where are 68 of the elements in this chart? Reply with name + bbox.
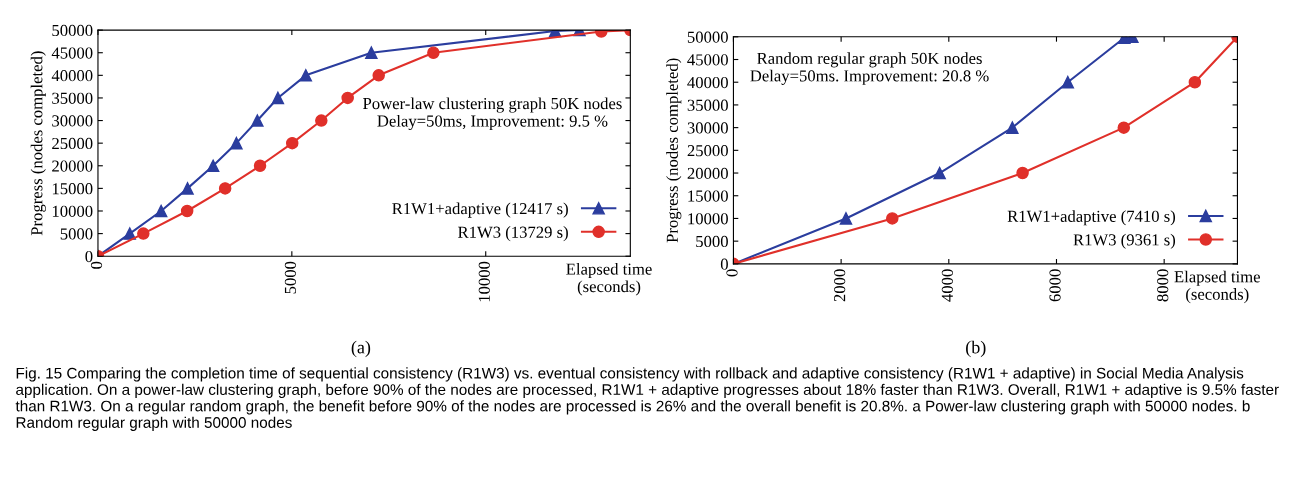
legend-label: R1W1+adaptive (7410 s)	[1007, 210, 1176, 226]
annotation: Power-law clustering graph 50K nodes Delay=50ms, Improvement: 9.5 %	[363, 97, 622, 131]
point	[933, 166, 946, 180]
x-tick-label: 6000	[1049, 269, 1061, 302]
y-tick-label: 15000	[688, 190, 728, 202]
y-tick-label: 40000	[51, 70, 93, 82]
point	[372, 69, 385, 82]
point	[886, 212, 899, 225]
point	[218, 182, 232, 195]
point	[251, 114, 264, 127]
y-tick-label: 45000	[687, 54, 728, 66]
caption: Fig. 15 Comparing the completion time of sequential consistency (R1W3) vs. eventual consistency with rollback and adaptive consistency (R1W1 + adaptive) in Social Media Analysis application. On a power-law clustering graph, before 90% of the nodes are processed, R1W1 + adaptive progresses about 18% faster than R1W3. Overall, R1W1 + adaptive is 9.5% faster than R1W3. On a regular random graph, the benefit before 90% of the nodes are processed is 26% and the overall benefit is 20.8%. a Power-law clustering graph with 50000 nodes. b Random regular graph with 50000 nodes	[15, 367, 1279, 431]
y-tick-label: 25000	[687, 145, 728, 157]
legend-label: R1W3 (13729 s)	[458, 226, 568, 242]
point	[285, 136, 299, 150]
point	[271, 91, 285, 105]
y-tick-label: 35000	[687, 99, 728, 111]
x-tick-label: 0	[726, 269, 738, 277]
point	[181, 182, 194, 195]
point	[427, 46, 440, 59]
point	[180, 204, 194, 218]
point	[230, 136, 243, 150]
point	[341, 91, 354, 105]
text: (b)	[966, 340, 986, 358]
x-axis-title: Elapsed time (seconds)	[1174, 270, 1260, 304]
point	[1061, 75, 1075, 89]
legend-label: R1W3 (9361 s)	[1073, 233, 1176, 249]
point	[206, 159, 220, 173]
y-tick-label: 0	[85, 250, 93, 263]
point	[1006, 121, 1019, 134]
y-tick-label: 5000	[696, 235, 728, 248]
legend-label: R1W1+adaptive (12417 s)	[392, 202, 568, 218]
x-tick-label: 0	[90, 261, 103, 269]
y-tick-label: 50000	[52, 24, 93, 37]
point	[839, 212, 853, 225]
x-tick-label: 10000	[478, 261, 490, 302]
y-tick-label: 15000	[52, 183, 93, 195]
y-axis-title: Progress (nodes completed)	[666, 58, 682, 243]
x-tick-label: 2000	[834, 269, 846, 302]
y-tick-label: 10000	[52, 205, 93, 217]
point	[137, 227, 150, 240]
point	[1117, 121, 1131, 134]
point	[299, 69, 313, 82]
y-tick-label: 25000	[52, 137, 93, 150]
point	[1016, 166, 1029, 180]
annotation: Random regular graph 50K nodes Delay=50ms. Improvement: 20.8 %	[750, 52, 989, 85]
y-tick-label: 20000	[52, 160, 93, 172]
y-tick-label: 20000	[687, 167, 728, 179]
y-tick-label: 50000	[687, 31, 728, 43]
point	[365, 46, 378, 59]
point	[315, 114, 328, 127]
y-tick-label: 5000	[60, 228, 93, 240]
y-axis-title: Progress (nodes completed)	[30, 51, 46, 236]
y-tick-label: 30000	[687, 122, 728, 134]
y-tick-label: 45000	[51, 47, 93, 59]
y-tick-label: 30000	[52, 115, 93, 127]
point	[1188, 75, 1202, 89]
x-axis-title: Elapsed time (seconds)	[566, 262, 652, 296]
x-tick-label: 5000	[284, 261, 297, 294]
x-tick-label: 8000	[1157, 269, 1169, 302]
y-tick-label: 40000	[687, 76, 728, 89]
point	[253, 159, 267, 173]
x-tick-label: 4000	[941, 269, 953, 302]
y-tick-label: 35000	[52, 92, 93, 104]
y-tick-label: 10000	[688, 213, 728, 225]
text: (a)	[351, 340, 371, 358]
point	[154, 204, 168, 218]
point	[123, 227, 137, 240]
